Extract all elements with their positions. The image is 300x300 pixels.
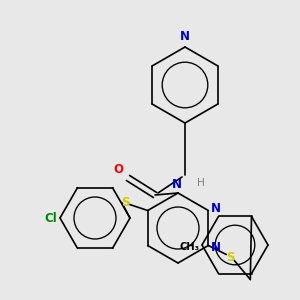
Text: O: O <box>113 163 123 176</box>
Text: N: N <box>211 241 221 254</box>
Text: Cl: Cl <box>44 212 57 224</box>
Text: S: S <box>122 196 130 209</box>
Text: N: N <box>211 202 221 215</box>
Text: CH₃: CH₃ <box>179 242 199 252</box>
Text: N: N <box>180 30 190 43</box>
Text: S: S <box>226 251 235 264</box>
Text: N: N <box>172 178 182 191</box>
Text: H: H <box>197 178 205 188</box>
